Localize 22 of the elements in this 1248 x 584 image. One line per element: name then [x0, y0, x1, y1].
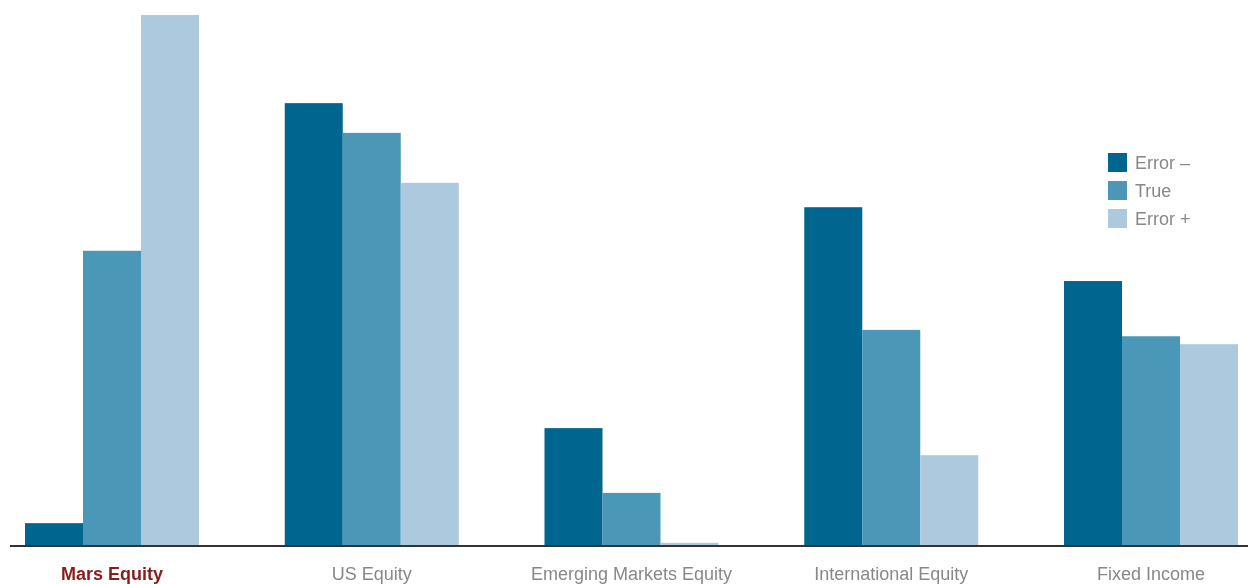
bar	[1064, 281, 1122, 546]
bar	[1122, 336, 1180, 546]
x-tick-label: Emerging Markets Equity	[530, 564, 733, 584]
bar	[400, 182, 459, 546]
bar	[342, 132, 401, 546]
x-tick-label: Fixed Income	[1096, 564, 1206, 584]
x-tick-label: Mars Equity	[60, 564, 164, 584]
x-tick-label: International Equity	[814, 564, 969, 584]
legend-label: True	[1135, 181, 1172, 201]
bar	[83, 250, 141, 546]
legend-label: Error +	[1135, 209, 1191, 229]
bar	[1180, 344, 1238, 546]
bar	[25, 523, 83, 546]
bar	[544, 428, 603, 546]
bar	[141, 15, 199, 546]
bar	[920, 455, 979, 546]
bar	[862, 329, 921, 546]
bar	[602, 492, 661, 546]
x-tick-label: US Equity	[331, 564, 412, 584]
legend-label: Error –	[1135, 153, 1191, 173]
bar	[804, 207, 863, 546]
bar	[284, 103, 343, 546]
